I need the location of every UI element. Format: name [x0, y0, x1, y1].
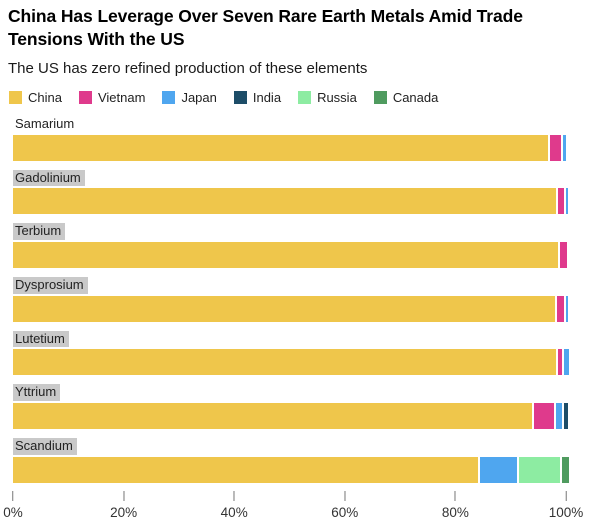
category-label-dysprosium: Dysprosium — [13, 277, 88, 294]
legend-swatch-icon — [233, 91, 247, 105]
stacked-bar-dysprosium — [13, 295, 569, 322]
legend-item-japan: Japan — [162, 90, 217, 106]
x-axis-tick: 100% — [548, 490, 584, 520]
legend-swatch-icon — [298, 91, 312, 105]
bar-segment-japan — [563, 349, 570, 376]
bar-segment-russia — [519, 456, 561, 483]
bar-segment-china — [13, 456, 478, 483]
bar-segment-china — [13, 295, 555, 322]
bar-segment-china — [13, 349, 557, 376]
category-label-lutetium: Lutetium — [13, 330, 69, 348]
legend-label: Canada — [392, 90, 439, 106]
x-axis-tick: 20% — [110, 490, 138, 520]
tick-mark — [233, 490, 235, 501]
stacked-bar-lutetium — [13, 349, 570, 376]
bar-segment-japan — [556, 403, 562, 430]
bar-segment-japan — [479, 456, 518, 483]
stacked-bar-chart: Samarium Gadolinium Terbium Dysprosium Lutet… — [13, 115, 592, 483]
chart-row-samarium: Samarium — [13, 115, 592, 161]
tick-label: 80% — [441, 504, 469, 520]
chart-row-terbium: Terbium — [13, 222, 592, 269]
tick-mark — [565, 490, 567, 501]
legend-swatch-icon — [373, 91, 387, 105]
category-label-yttrium: Yttrium — [13, 384, 61, 402]
chart-row-yttrium: Yttrium — [13, 383, 592, 430]
chart-subtitle: The US has zero refined production of th… — [8, 60, 368, 78]
legend-label: India — [252, 90, 282, 106]
bar-segment-canada — [562, 456, 569, 483]
bar-segment-china — [13, 403, 532, 430]
tick-mark — [454, 490, 456, 501]
tick-label: 20% — [110, 504, 138, 520]
bar-segment-china — [13, 242, 559, 269]
category-label-samarium: Samarium — [15, 116, 75, 132]
bar-segment-vietnam — [533, 403, 555, 430]
tick-label: 100% — [548, 504, 584, 520]
bar-segment-japan — [562, 134, 566, 161]
tick-mark — [123, 490, 125, 501]
bar-segment-vietnam — [558, 349, 562, 376]
x-axis: 0% 20% 40% 60% 80% 100% — [3, 490, 583, 525]
legend-swatch-icon — [162, 91, 176, 105]
legend-item-china: China — [9, 90, 62, 105]
bar-segment-vietnam — [556, 295, 565, 322]
legend-label: China — [28, 90, 62, 106]
tick-mark — [12, 490, 14, 501]
chart-row-lutetium: Lutetium — [13, 330, 592, 376]
category-label-terbium: Terbium — [13, 223, 66, 241]
legend-swatch-icon — [9, 91, 22, 105]
bar-segment-india — [563, 403, 568, 430]
bar-segment-vietnam — [550, 134, 561, 161]
chart-row-scandium: Scandium — [13, 437, 592, 483]
x-axis-tick: 40% — [220, 490, 248, 520]
tick-label: 60% — [331, 504, 359, 520]
chart-title: China Has Leverage Over Seven Rare Earth… — [8, 6, 523, 50]
tick-label: 0% — [3, 504, 23, 520]
legend-item-vietnam: Vietnam — [78, 90, 146, 106]
bar-segment-china — [13, 134, 549, 161]
tick-label: 40% — [220, 504, 248, 520]
legend-label: Vietnam — [97, 90, 146, 106]
stacked-bar-terbium — [13, 242, 567, 269]
legend-item-india: India — [233, 90, 282, 106]
x-axis-tick: 80% — [441, 490, 469, 520]
category-label-gadolinium: Gadolinium — [13, 169, 85, 187]
legend-label: Japan — [181, 90, 217, 106]
legend-item-russia: Russia — [298, 90, 357, 105]
legend-item-canada: Canada — [373, 90, 439, 106]
stacked-bar-scandium — [13, 456, 569, 483]
bar-segment-japan — [566, 188, 568, 215]
chart-row-dysprosium: Dysprosium — [13, 276, 592, 322]
bar-segment-china — [13, 188, 557, 215]
stacked-bar-yttrium — [13, 403, 568, 430]
chart-legend: China Vietnam Japan India Russia Canada — [9, 90, 592, 105]
bar-segment-vietnam — [558, 188, 565, 215]
category-label-scandium: Scandium — [13, 438, 77, 455]
x-axis-tick: 60% — [331, 490, 359, 520]
tick-mark — [344, 490, 346, 501]
legend-swatch-icon — [78, 91, 92, 105]
legend-label: Russia — [317, 90, 357, 106]
stacked-bar-gadolinium — [13, 188, 568, 215]
bar-segment-vietnam — [560, 242, 567, 269]
x-axis-tick: 0% — [3, 490, 23, 520]
chart-row-gadolinium: Gadolinium — [13, 169, 592, 215]
stacked-bar-samarium — [13, 134, 566, 161]
bar-segment-japan — [566, 295, 569, 322]
